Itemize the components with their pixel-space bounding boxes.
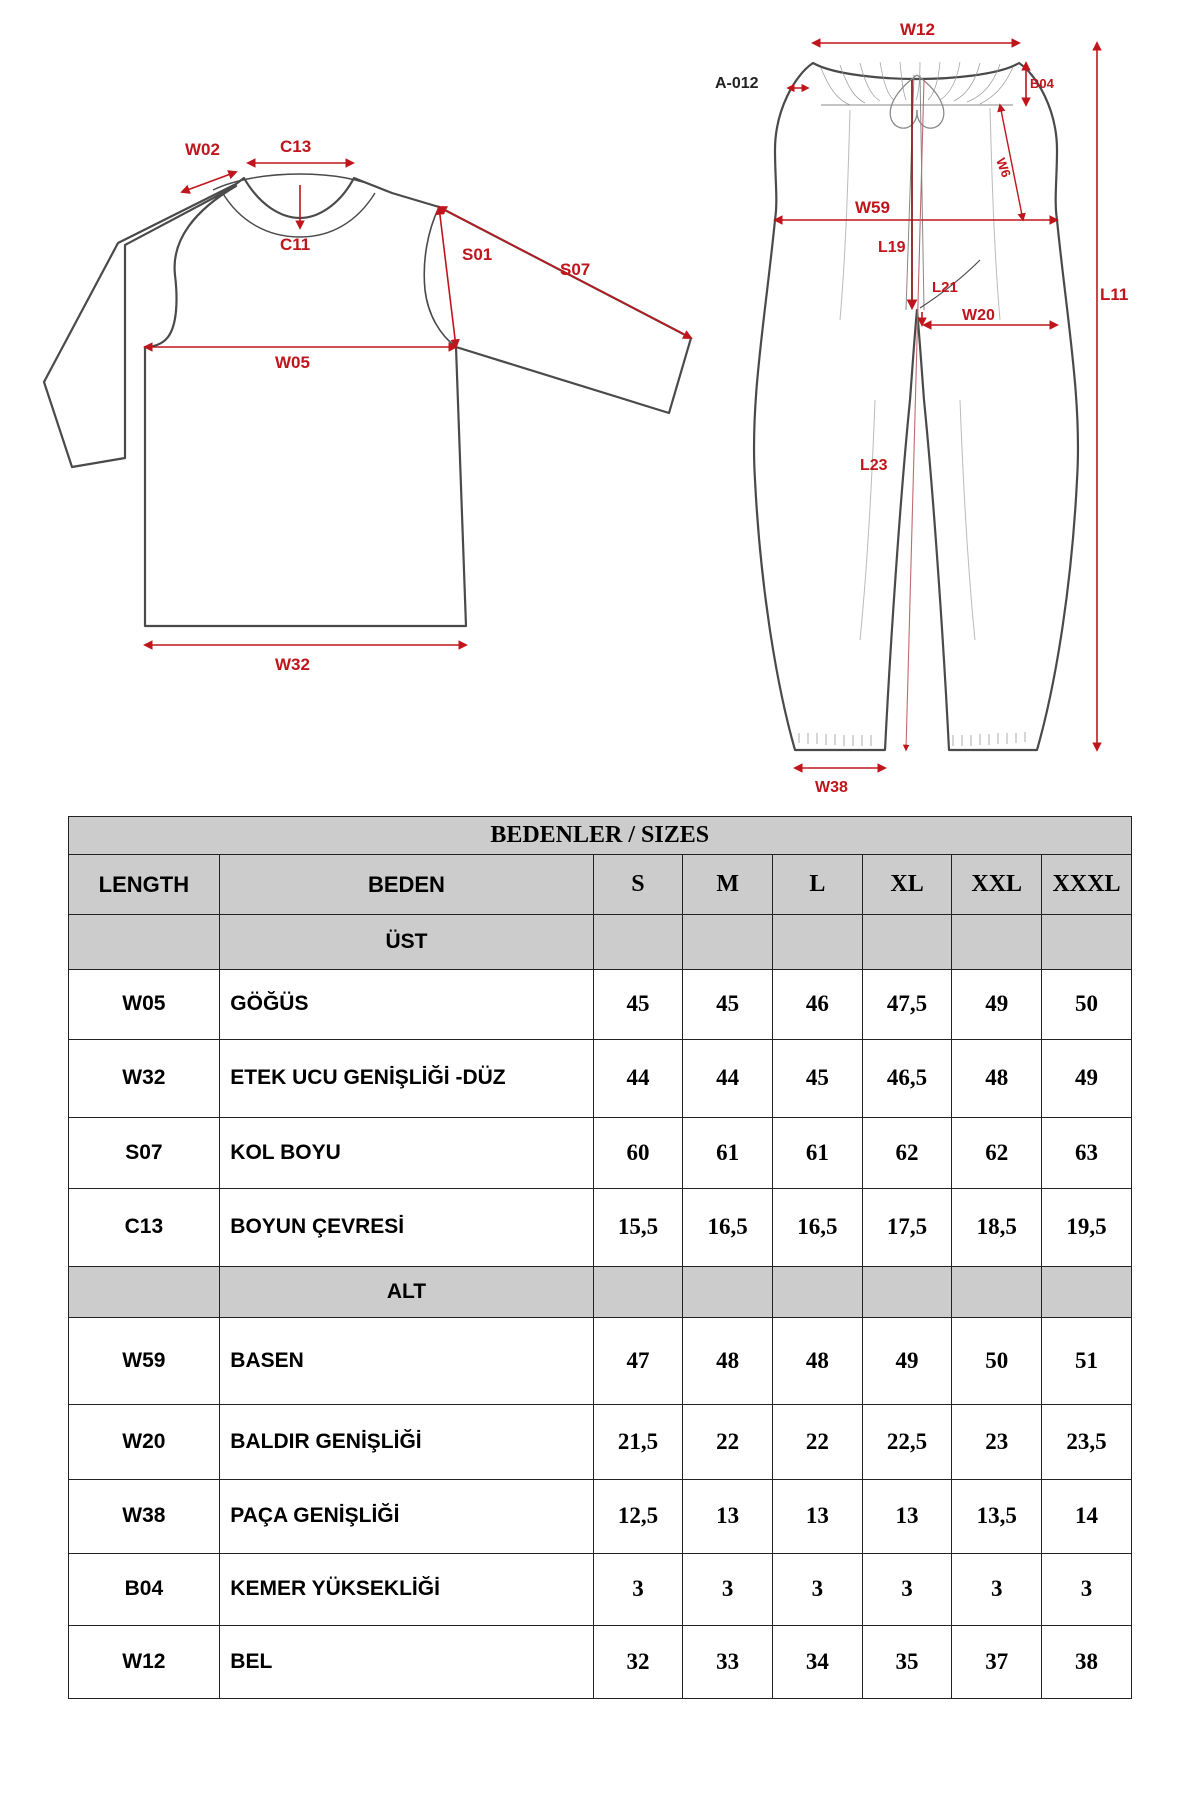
svg-text:C13: C13 — [280, 137, 311, 156]
svg-text:W05: W05 — [275, 353, 310, 372]
svg-text:L23: L23 — [860, 457, 888, 474]
svg-text:C11: C11 — [280, 235, 310, 254]
svg-text:W38: W38 — [815, 779, 848, 796]
svg-text:W32: W32 — [275, 655, 310, 674]
svg-text:L19: L19 — [878, 239, 906, 256]
svg-text:W02: W02 — [185, 140, 220, 159]
svg-text:S07: S07 — [560, 260, 590, 279]
svg-text:L21: L21 — [932, 279, 958, 296]
svg-text:L11: L11 — [1100, 285, 1128, 304]
svg-text:B04: B04 — [1030, 76, 1055, 91]
svg-text:S01: S01 — [462, 245, 492, 264]
svg-text:W20: W20 — [962, 307, 995, 324]
svg-text:A-012: A-012 — [715, 75, 759, 92]
svg-text:W59: W59 — [855, 198, 890, 217]
svg-text:W12: W12 — [900, 20, 935, 39]
